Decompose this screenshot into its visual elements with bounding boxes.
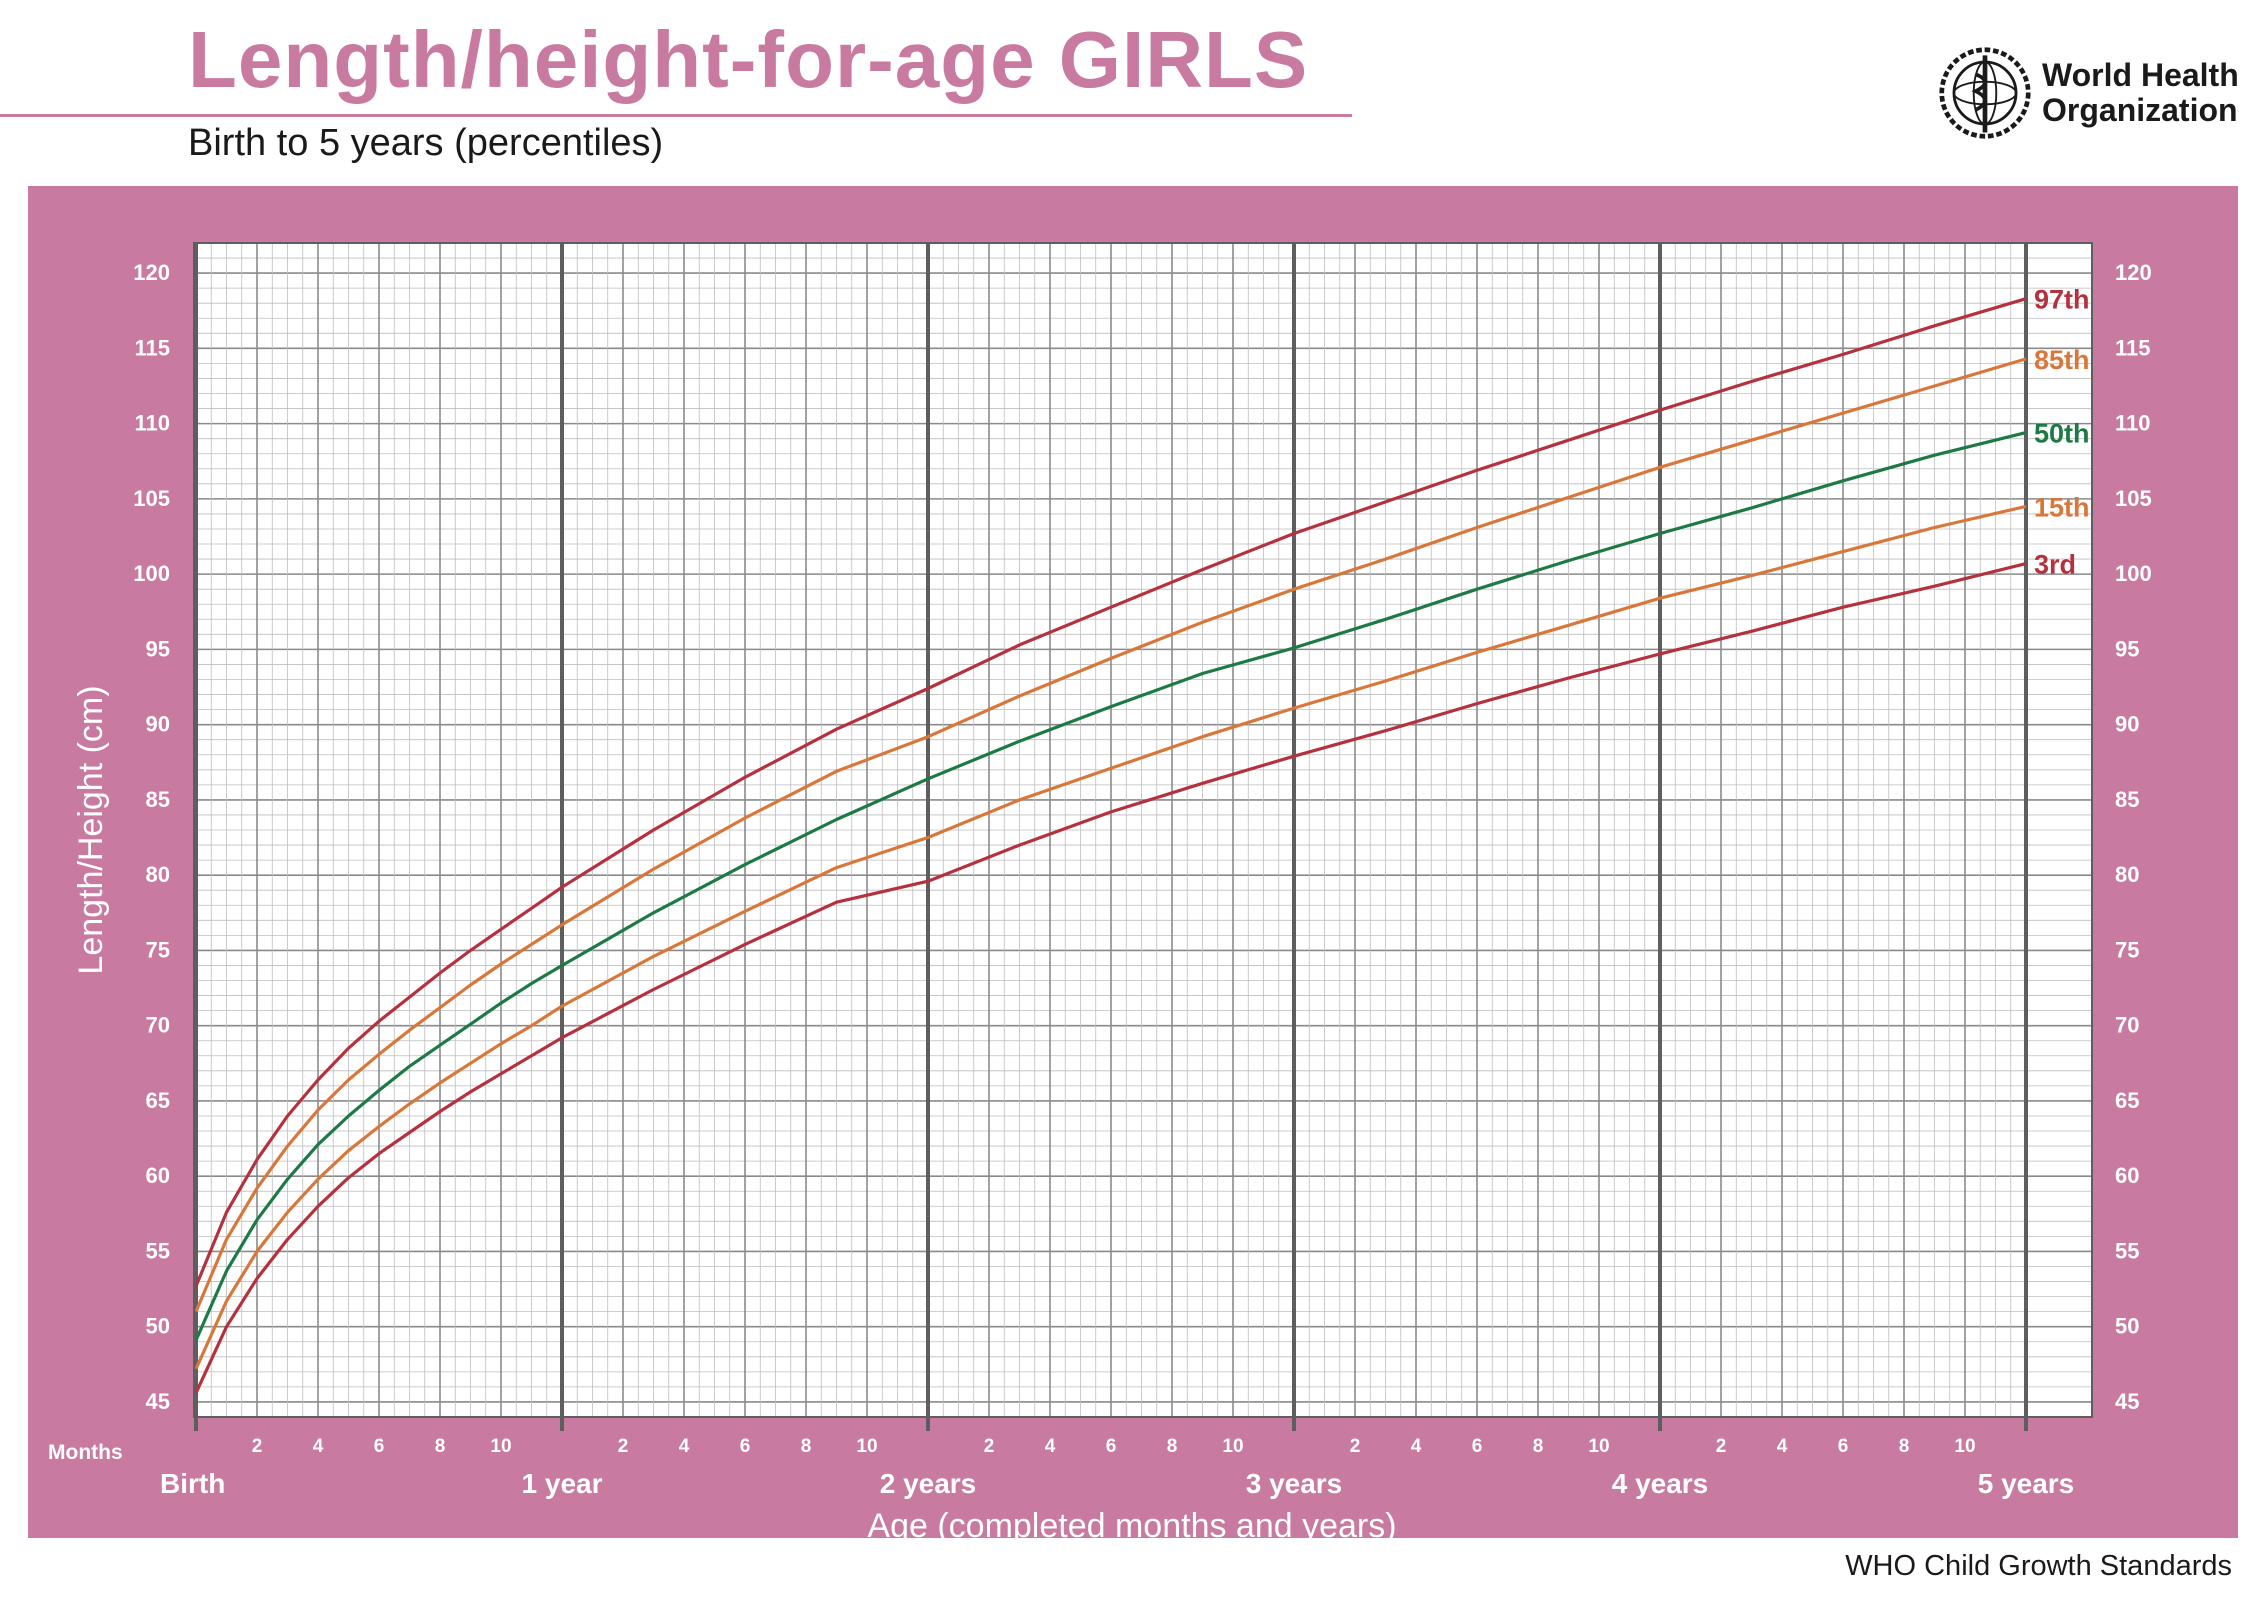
who-emblem-icon [1939, 47, 2031, 139]
month-tick-label: 6 [740, 1436, 751, 1457]
y-tick-label-left: 120 [133, 260, 170, 285]
year-label: 1 year [522, 1468, 603, 1499]
y-tick-label-right: 90 [2115, 712, 2139, 737]
year-label: 3 years [1246, 1468, 1343, 1499]
month-tick-label: 8 [1533, 1436, 1544, 1457]
year-label: 5 years [1978, 1468, 2075, 1499]
page-subtitle: Birth to 5 years (percentiles) [188, 122, 664, 164]
y-tick-label-left: 70 [146, 1013, 170, 1038]
month-tick-label: 2 [984, 1436, 995, 1457]
y-tick-label-left: 110 [135, 411, 171, 436]
x-axis-title: Age (completed months and years) [867, 1507, 1396, 1545]
series-lines [194, 297, 2027, 1394]
y-tick-label-right: 100 [2115, 561, 2152, 586]
month-tick-label: 4 [1777, 1436, 1788, 1457]
y-tick-label-left: 105 [133, 486, 170, 511]
footer-text: WHO Child Growth Standards [1845, 1550, 2232, 1582]
y-tick-label-left: 75 [146, 937, 170, 962]
org-name: World Health Organization [2042, 58, 2239, 128]
y-tick-label-right: 70 [2115, 1013, 2139, 1038]
month-tick-label: 2 [618, 1436, 629, 1457]
month-tick-label: 2 [252, 1436, 263, 1457]
y-tick-label-right: 105 [2115, 486, 2152, 511]
y-tick-label-right: 65 [2115, 1088, 2139, 1113]
month-tick-label: 4 [1411, 1436, 1422, 1457]
y-tick-label-right: 115 [2115, 335, 2151, 360]
series-end-label: 85th [2034, 345, 2090, 375]
month-tick-label: 4 [1045, 1436, 1056, 1457]
month-tick-label: 2 [1716, 1436, 1727, 1457]
month-tick-label: 10 [856, 1436, 877, 1457]
y-tick-label-left: 65 [146, 1088, 170, 1113]
y-tick-label-left: 85 [146, 787, 170, 812]
series-end-label: 97th [2034, 285, 2090, 315]
series-end-label: 3rd [2034, 550, 2076, 580]
series-end-label: 15th [2034, 492, 2090, 522]
month-tick-label: 6 [1472, 1436, 1483, 1457]
series-line [194, 357, 2027, 1313]
month-tick-label: 4 [313, 1436, 324, 1457]
month-tick-label: 6 [1106, 1436, 1117, 1457]
y-axis-title: Length/Height (cm) [72, 685, 110, 974]
series-line [194, 562, 2027, 1394]
y-tick-label-right: 95 [2115, 636, 2139, 661]
y-tick-label-left: 45 [146, 1389, 170, 1414]
months-label: Months [48, 1441, 123, 1464]
y-tick-label-right: 120 [2115, 260, 2152, 285]
month-tick-label: 8 [1899, 1436, 1910, 1457]
series-line [194, 431, 2027, 1341]
y-tick-label-right: 110 [2115, 411, 2151, 436]
month-tick-label: 10 [490, 1436, 511, 1457]
series-line [194, 297, 2027, 1287]
y-tick-label-right: 75 [2115, 937, 2139, 962]
y-tick-label-right: 50 [2115, 1314, 2139, 1339]
month-tick-label: 6 [1838, 1436, 1849, 1457]
page-title: Length/height-for-age GIRLS [188, 15, 1309, 104]
org-name-line2: Organization [2042, 92, 2238, 128]
y-tick-label-left: 90 [146, 712, 170, 737]
y-tick-label-left: 50 [146, 1314, 170, 1339]
y-tick-label-right: 60 [2115, 1163, 2139, 1188]
title-underline [0, 114, 1352, 117]
y-tick-label-left: 55 [146, 1238, 170, 1263]
y-tick-label-right: 80 [2115, 862, 2139, 887]
org-name-line1: World Health [2042, 57, 2239, 93]
y-tick-label-left: 80 [146, 862, 170, 887]
year-label: 4 years [1612, 1468, 1709, 1499]
month-tick-label: 10 [1588, 1436, 1609, 1457]
month-tick-label: 6 [374, 1436, 385, 1457]
plot-frame [193, 242, 2093, 1418]
grid [194, 242, 2092, 1431]
y-tick-label-right: 45 [2115, 1389, 2139, 1414]
month-tick-label: 8 [435, 1436, 446, 1457]
year-label: Birth [160, 1468, 225, 1499]
series-line [194, 504, 2027, 1370]
month-tick-label: 10 [1954, 1436, 1975, 1457]
month-tick-label: 10 [1222, 1436, 1243, 1457]
y-tick-label-left: 100 [133, 561, 170, 586]
y-tick-label-left: 115 [135, 335, 171, 360]
month-tick-label: 4 [679, 1436, 690, 1457]
y-tick-label-right: 85 [2115, 787, 2139, 812]
month-tick-label: 8 [801, 1436, 812, 1457]
month-tick-label: 8 [1167, 1436, 1178, 1457]
y-tick-label-left: 95 [146, 636, 170, 661]
series-end-label: 50th [2034, 419, 2090, 449]
axis-labels: 97th 85th 50th 15th 3rd 45 45 50 50 55 55 60 60 65 65 7… [48, 260, 2152, 1545]
y-tick-label-right: 55 [2115, 1238, 2139, 1263]
month-tick-label: 2 [1350, 1436, 1361, 1457]
year-label: 2 years [880, 1468, 977, 1499]
y-tick-label-left: 60 [146, 1163, 170, 1188]
